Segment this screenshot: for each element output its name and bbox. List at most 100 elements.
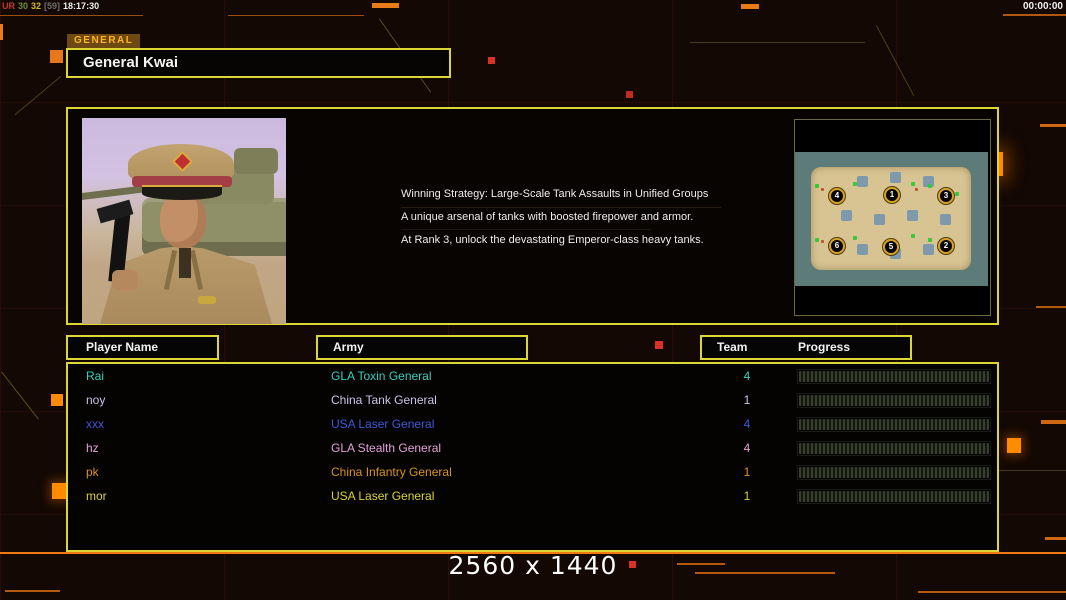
header-team-label: Team: [717, 340, 748, 354]
status-bracket: [59]: [44, 1, 61, 11]
circuit-line: [5, 590, 60, 592]
player-army: USA Laser General: [331, 417, 435, 431]
accent-square: [50, 50, 63, 63]
player-army: GLA Stealth General: [331, 441, 442, 455]
status-ur: UR: [2, 1, 15, 11]
red-square: [626, 91, 633, 98]
accent-dash: [1041, 420, 1066, 424]
player-progress-bar: [798, 370, 990, 383]
player-name: mor: [86, 489, 107, 503]
header-army-label: Army: [333, 340, 364, 354]
cap-visor: [142, 187, 222, 200]
map-green-dot: [955, 192, 959, 196]
map-pond: [940, 214, 951, 225]
roster-row: pk China Infantry General 1: [68, 460, 997, 484]
map-green-dot: [911, 182, 915, 186]
accent-square: [52, 483, 68, 499]
map-green-dot: [911, 234, 915, 238]
general-info-panel: Winning Strategy: Large-Scale Tank Assau…: [66, 107, 999, 325]
circuit-diagonal: [14, 75, 62, 116]
description-line: At Rank 3, unlock the devastating Empero…: [401, 234, 704, 246]
status-value: 32: [31, 1, 42, 11]
start-position-marker: 2: [938, 238, 954, 254]
player-progress-bar: [798, 442, 990, 455]
accent-dash: [1045, 537, 1066, 540]
map-pond: [857, 176, 868, 187]
map-preview: 4 1 3 6 5 2: [794, 119, 991, 316]
accent-dash: [1040, 124, 1066, 127]
player-progress-bar: [798, 394, 990, 407]
player-name: pk: [86, 465, 99, 479]
roster-row: noy China Tank General 1: [68, 388, 997, 412]
header-progress-label: Progress: [798, 340, 851, 354]
player-army: China Tank General: [331, 393, 437, 407]
map-pond: [841, 210, 852, 221]
circuit-line: [0, 552, 1066, 554]
start-position-marker: 4: [829, 188, 845, 204]
player-name: hz: [86, 441, 99, 455]
cap-band: [132, 176, 232, 187]
player-team: 4: [743, 369, 751, 383]
cap-braid: [142, 185, 222, 188]
game-timer: 00:00:00: [1022, 1, 1063, 12]
start-position-marker: 1: [884, 187, 900, 203]
status-fps: 30: [18, 1, 29, 11]
accent-square: [51, 394, 63, 406]
player-name: noy: [86, 393, 106, 407]
player-army: GLA Toxin General: [331, 369, 432, 383]
map-terrain: 4 1 3 6 5 2: [795, 152, 988, 286]
red-square: [488, 57, 495, 64]
accent-dash: [0, 24, 3, 40]
accent-square: [1007, 438, 1021, 453]
player-team: 1: [743, 393, 751, 407]
map-pond: [857, 244, 868, 255]
player-army: China Infantry General: [331, 465, 452, 479]
start-position-marker: 3: [938, 188, 954, 204]
player-progress-bar: [798, 466, 990, 479]
player-progress-bar: [798, 418, 990, 431]
player-team: 4: [743, 441, 751, 455]
red-square: [655, 341, 663, 349]
circuit-line: [228, 15, 364, 16]
header-army: Army: [316, 335, 528, 360]
description-line: A unique arsenal of tanks with boosted f…: [401, 211, 694, 223]
status-bar-left: UR 30 32 [59] 18:17:30: [2, 1, 102, 11]
player-team: 1: [743, 489, 751, 503]
header-player-name-label: Player Name: [86, 340, 159, 354]
circuit-line: [1003, 14, 1066, 16]
circuit-line: [401, 207, 721, 208]
accent-dash: [372, 3, 399, 8]
map-red-dot: [821, 240, 824, 243]
circuit-line: [918, 591, 1066, 593]
player-army: USA Laser General: [331, 489, 435, 503]
circuit-line: [401, 229, 651, 230]
start-position-marker: 6: [829, 238, 845, 254]
map-pond: [923, 244, 934, 255]
map-green-dot: [853, 182, 857, 186]
header-player-name: Player Name: [66, 335, 219, 360]
roster-row: xxx USA Laser General 4: [68, 412, 997, 436]
roster-row: hz GLA Stealth General 4: [68, 436, 997, 460]
general-name-box: General Kwai: [66, 48, 451, 78]
general-tab-label: GENERAL: [67, 34, 141, 48]
circuit-diagonal: [875, 24, 915, 97]
map-green-dot: [928, 184, 932, 188]
circuit-line: [677, 563, 725, 565]
map-pond: [874, 214, 885, 225]
tank-stowage: [234, 148, 278, 174]
header-team-progress: Team Progress: [700, 335, 912, 360]
circuit-line: [690, 42, 865, 43]
general-description: Winning Strategy: Large-Scale Tank Assau…: [401, 188, 708, 246]
map-pond: [923, 176, 934, 187]
general-head: [160, 194, 206, 248]
circuit-diagonal: [1, 371, 39, 420]
accent-dash: [741, 4, 759, 9]
general-portrait: [82, 118, 286, 324]
description-line: Winning Strategy: Large-Scale Tank Assau…: [401, 188, 709, 200]
map-red-dot: [915, 188, 918, 191]
pistol-hand: [112, 270, 138, 290]
map-green-dot: [815, 238, 819, 242]
player-name: xxx: [86, 417, 104, 431]
accent-dash: [1036, 306, 1066, 308]
